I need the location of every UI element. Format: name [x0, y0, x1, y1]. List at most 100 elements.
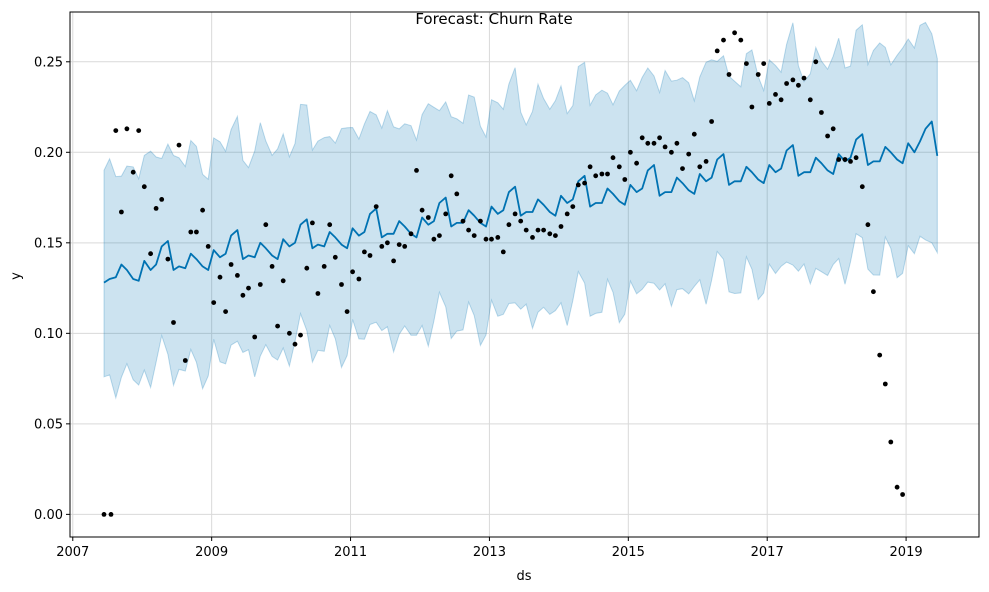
x-tick-label: 2007 — [56, 545, 89, 560]
observed-point — [471, 233, 477, 239]
observed-point — [379, 244, 385, 249]
observed-point — [298, 332, 303, 338]
observed-point — [564, 211, 570, 217]
observed-point — [362, 249, 367, 255]
observed-point — [159, 197, 165, 202]
observed-point — [622, 177, 628, 182]
observed-point — [240, 292, 246, 298]
observed-point — [304, 265, 310, 271]
x-tick-label: 2015 — [612, 545, 645, 560]
observed-point — [825, 133, 830, 139]
observed-point — [108, 512, 114, 517]
observed-point — [865, 222, 871, 228]
observed-point — [292, 341, 298, 347]
y-axis-ticks: 0.00 0.05 0.10 0.15 0.20 0.25 — [34, 55, 70, 523]
observed-point — [744, 61, 749, 66]
observed-point — [697, 164, 703, 170]
observed-point — [500, 249, 506, 255]
observed-point — [454, 191, 460, 197]
observed-point — [235, 273, 240, 278]
observed-point — [350, 269, 355, 275]
observed-points — [101, 30, 905, 517]
observed-point — [766, 101, 772, 106]
observed-point — [512, 211, 518, 217]
observed-point — [257, 282, 263, 287]
observed-point — [130, 169, 136, 175]
x-axis-ticks: 2007 2009 2011 2013 2015 2017 2019 — [56, 537, 923, 560]
observed-point — [761, 61, 767, 66]
observed-point — [610, 155, 616, 161]
observed-point — [755, 72, 761, 77]
observed-point — [593, 173, 599, 179]
observed-point — [680, 166, 685, 172]
observed-point — [749, 104, 755, 110]
x-axis-label: ds — [516, 569, 531, 584]
observed-point — [217, 274, 223, 280]
forecast-line — [103, 120, 939, 284]
observed-point — [523, 227, 529, 233]
observed-point — [263, 222, 269, 228]
observed-point — [848, 159, 853, 164]
observed-point — [836, 157, 842, 162]
observed-point — [141, 184, 147, 190]
x-tick-label: 2011 — [334, 545, 367, 560]
observed-point — [691, 131, 697, 137]
y-tick-label: 0.20 — [34, 146, 63, 161]
observed-point — [495, 235, 501, 240]
observed-point — [877, 352, 883, 358]
observed-point — [315, 291, 321, 296]
x-tick-label: 2017 — [751, 545, 784, 560]
observed-point — [628, 149, 633, 155]
observed-point — [518, 218, 524, 224]
uncertainty-band — [103, 21, 938, 400]
observed-point — [275, 323, 280, 329]
observed-point — [703, 159, 709, 164]
observed-point — [119, 209, 124, 215]
observed-point — [391, 258, 396, 264]
observed-point — [252, 334, 258, 340]
observed-point — [558, 224, 564, 229]
observed-point — [489, 236, 494, 242]
observed-point — [280, 278, 286, 284]
observed-point — [101, 512, 107, 517]
observed-point — [773, 92, 778, 97]
observed-point — [888, 439, 894, 445]
observed-point — [634, 160, 639, 166]
observed-point — [200, 207, 206, 213]
x-tick-label: 2009 — [195, 545, 228, 560]
observed-point — [228, 262, 234, 267]
observed-point — [171, 320, 176, 325]
observed-point — [483, 236, 489, 242]
observed-point — [790, 77, 796, 83]
observed-point — [205, 244, 211, 249]
observed-point — [605, 171, 610, 177]
observed-point — [402, 244, 408, 249]
observed-point — [425, 215, 431, 220]
observed-point — [148, 251, 154, 257]
observed-point — [211, 300, 217, 305]
observed-point — [645, 140, 651, 146]
observed-point — [721, 37, 726, 43]
observed-point — [813, 59, 819, 65]
chart-title: Forecast: Churn Rate — [415, 10, 572, 28]
observed-point — [332, 254, 338, 260]
observed-point — [223, 309, 229, 314]
observed-point — [448, 173, 454, 179]
observed-point — [188, 229, 194, 235]
observed-point — [287, 330, 292, 336]
observed-point — [669, 149, 674, 155]
y-tick-label: 0.00 — [34, 508, 63, 523]
observed-point — [900, 492, 905, 497]
observed-point — [709, 119, 714, 124]
observed-point — [616, 164, 622, 170]
observed-point — [269, 264, 275, 269]
observed-point — [194, 229, 199, 235]
observed-point — [136, 128, 142, 134]
observed-point — [327, 222, 333, 228]
observed-point — [859, 184, 865, 190]
observed-point — [246, 285, 251, 291]
y-tick-label: 0.10 — [34, 327, 63, 342]
observed-point — [530, 235, 535, 240]
observed-point — [819, 110, 824, 115]
